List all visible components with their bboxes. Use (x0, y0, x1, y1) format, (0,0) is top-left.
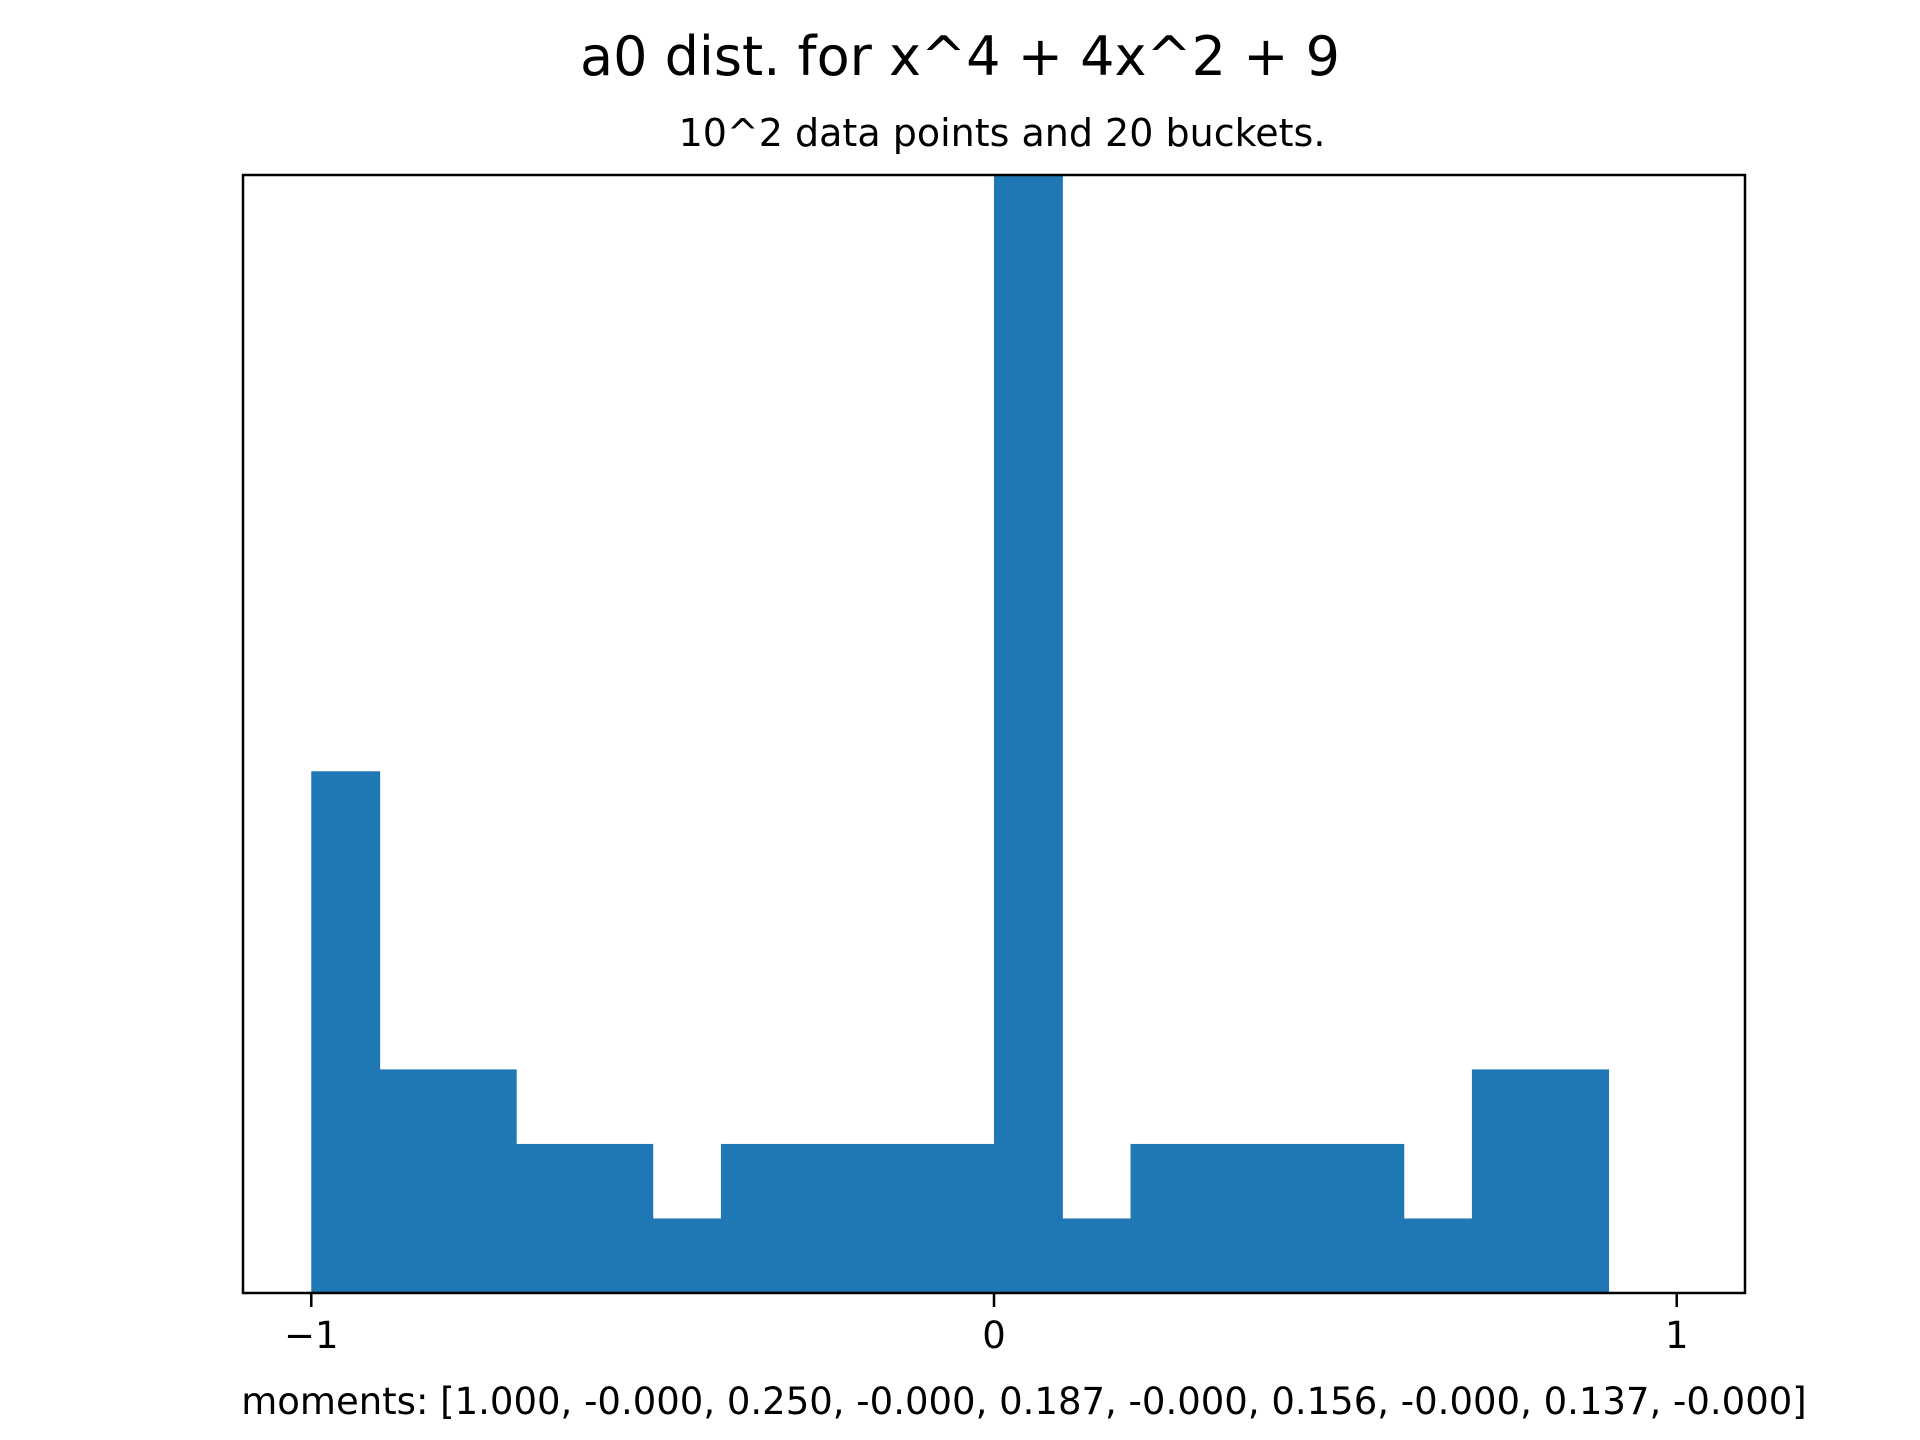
histogram-bar (1062, 1218, 1132, 1293)
chart-title: a0 dist. for x^4 + 4x^2 + 9 (580, 25, 1340, 88)
histogram-bar (857, 1143, 927, 1293)
histogram-bar (447, 1069, 517, 1293)
x-tick-label: 1 (1665, 1314, 1689, 1357)
chart-subtitle: 10^2 data points and 20 buckets. (679, 111, 1326, 155)
histogram-bar (1130, 1143, 1200, 1293)
x-axis-ticks: −1 0 1 (284, 1293, 1689, 1357)
x-tick-label: −1 (284, 1314, 339, 1357)
histogram-bar (1335, 1143, 1405, 1293)
bars-group (311, 175, 1610, 1293)
x-axis-label: moments: [1.000, -0.000, 0.250, -0.000, … (241, 1380, 1807, 1423)
histogram-bar (1403, 1218, 1473, 1293)
histogram-bar (311, 771, 381, 1293)
histogram-bar (789, 1143, 859, 1293)
histogram-bar (652, 1218, 722, 1293)
histogram-bar (720, 1143, 790, 1293)
histogram-bar (1267, 1143, 1336, 1293)
histogram-bar (379, 1069, 449, 1293)
histogram-bar (925, 1143, 995, 1293)
x-tick-label: 0 (982, 1314, 1006, 1357)
histogram-bar (584, 1143, 654, 1293)
histogram-bar (1540, 1069, 1610, 1293)
histogram-bar (994, 175, 1063, 1293)
histogram-bar (1471, 1069, 1541, 1293)
histogram-bar (1198, 1143, 1268, 1293)
histogram-bar (516, 1143, 585, 1293)
